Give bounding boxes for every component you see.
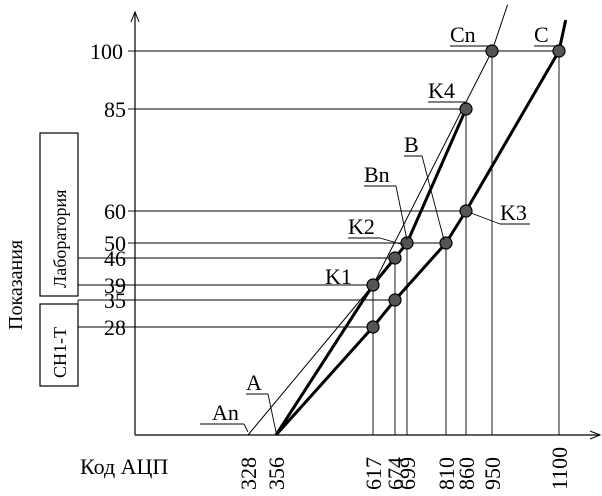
label-c: C [534,22,549,47]
label-an: An [212,400,239,425]
x-tick-label-328: 328 [236,457,261,490]
y-tick-label-50: 50 [104,231,126,256]
leader-an [243,423,249,433]
label-cn: Cn [450,22,476,47]
label-k2: K2 [348,214,375,239]
leader-k2 [379,237,405,246]
y-axis-title: Показания [5,240,27,330]
data-point-2 [388,251,402,265]
data-point-10 [552,44,566,58]
y-tick-label-39: 39 [104,273,126,298]
data-point-4 [459,102,473,116]
data-point-7 [388,293,402,307]
leader-a [267,393,277,433]
label-b: B [404,132,419,157]
label-bn: Bn [364,162,390,187]
x-tick-label-810: 810 [434,457,459,490]
x-tick-label-699: 699 [395,457,420,490]
x-tick-label-674: 674 [383,457,408,490]
leader-bn [395,185,408,241]
sn-box-label: СН1-Т [50,327,70,378]
label-k4: K4 [428,78,455,103]
x-tick-label-617: 617 [361,457,386,490]
y-tick-label-60: 60 [104,199,126,224]
x-tick-label-950: 950 [480,457,505,490]
x-tick-label-1100: 1100 [547,447,572,490]
y-tick-label-100: 100 [90,39,123,64]
lab-box [39,132,79,297]
label-k3: K3 [500,200,527,225]
y-tick-label-28: 28 [104,315,126,340]
lab-box-label: Лаборатория [50,190,70,288]
data-point-6 [366,320,380,334]
x-tick-label-860: 860 [454,457,479,490]
y-axis-arrow [130,10,140,23]
data-point-3 [400,236,414,250]
y-tick-label-35: 35 [104,288,126,313]
data-point-1 [366,278,380,292]
data-point-8 [439,236,453,250]
label-a: A [246,370,262,395]
x-tick-label-356: 356 [264,457,289,490]
y-tick-label-46: 46 [104,246,126,271]
y-tick-label-85: 85 [104,97,126,122]
sn-box [39,303,79,387]
leader-b [421,155,445,241]
data-point-9 [459,204,473,218]
x-axis-arrow [589,430,602,440]
curve-main [274,19,568,437]
thin-line-an-cn [247,4,509,436]
label-k1: K1 [325,264,352,289]
data-point-5 [485,44,499,58]
x-axis-title: Код АЦП [80,454,168,479]
leader-k3 [470,212,501,225]
